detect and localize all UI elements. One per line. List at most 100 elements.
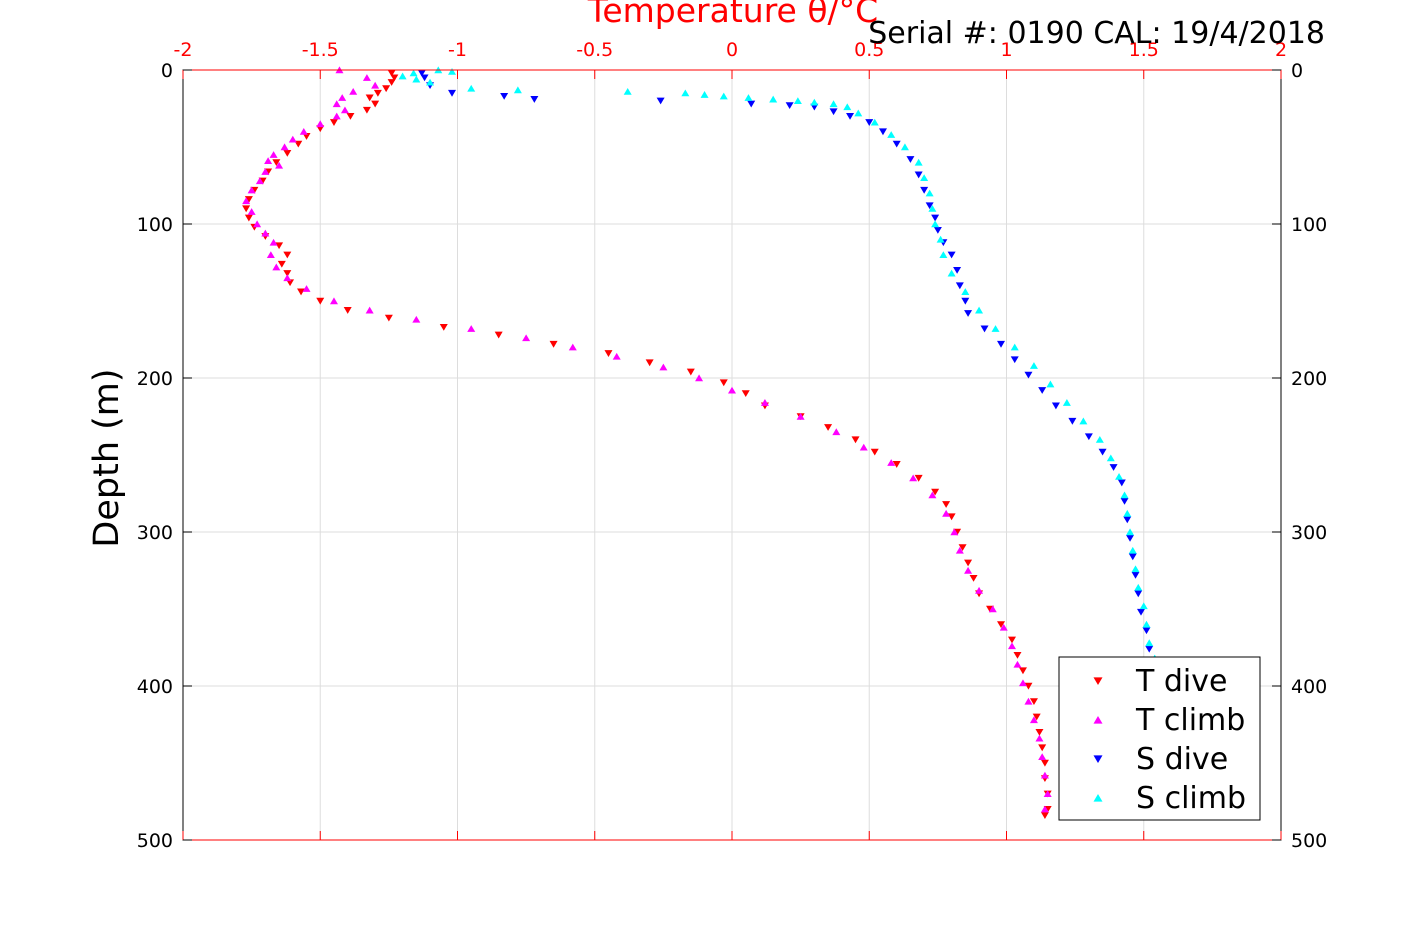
data-point — [1040, 805, 1049, 813]
data-point — [975, 306, 984, 314]
data-point — [950, 528, 959, 536]
data-point — [656, 97, 665, 105]
data-point — [928, 205, 937, 212]
data-point — [302, 285, 311, 292]
data-point — [1029, 698, 1038, 705]
data-point — [1145, 645, 1154, 653]
data-point — [261, 168, 270, 175]
data-point — [494, 331, 503, 339]
data-point — [793, 97, 802, 104]
data-point — [1038, 744, 1047, 752]
right-tick-label: 500 — [1291, 830, 1327, 852]
data-point — [700, 91, 709, 98]
data-point — [1134, 583, 1143, 591]
data-point — [955, 546, 964, 554]
data-point — [1062, 399, 1071, 406]
data-point — [1106, 454, 1115, 462]
right-tick-label: 400 — [1291, 676, 1327, 698]
data-point — [741, 390, 750, 397]
data-point — [645, 359, 654, 367]
data-point — [681, 89, 690, 97]
left-tick-label: 100 — [137, 214, 173, 236]
data-point — [1098, 448, 1107, 456]
left-tick-label: 400 — [137, 676, 173, 698]
data-point — [283, 274, 292, 282]
data-point — [1029, 362, 1038, 369]
data-point — [365, 94, 374, 102]
data-point — [242, 205, 251, 213]
series-t-climb — [242, 66, 1052, 813]
data-point — [371, 81, 380, 89]
data-point — [925, 189, 934, 197]
data-point — [991, 325, 1000, 332]
legend-marker — [1093, 715, 1103, 724]
serial-cal-label: Serial #: 0190 CAL: 19/4/2018 — [868, 16, 1325, 51]
data-point — [340, 106, 349, 114]
data-point — [275, 161, 284, 169]
data-point — [785, 102, 794, 110]
top-axis-title: Temperature θ/°C — [587, 0, 878, 30]
data-point — [843, 103, 852, 111]
data-point — [1040, 771, 1049, 779]
data-point — [269, 151, 278, 158]
data-point — [384, 314, 393, 322]
data-point — [1024, 682, 1033, 690]
data-point — [892, 461, 901, 468]
data-point — [832, 428, 841, 436]
data-point — [604, 350, 613, 357]
data-point — [349, 87, 358, 95]
data-point — [522, 334, 531, 342]
data-point — [269, 238, 278, 246]
y-axis-title: Depth (m) — [87, 368, 127, 547]
data-point — [870, 118, 879, 126]
data-point — [947, 513, 956, 521]
data-point — [744, 94, 753, 101]
data-point — [947, 251, 956, 259]
data-point — [719, 92, 728, 100]
data-point — [988, 605, 997, 613]
data-point — [1013, 660, 1022, 668]
data-point — [1128, 553, 1137, 561]
data-point — [420, 74, 429, 82]
data-point — [1126, 528, 1135, 536]
data-point — [448, 67, 457, 75]
data-point — [346, 113, 355, 120]
series-s-climb — [398, 66, 1159, 662]
data-point — [1131, 571, 1140, 579]
data-point — [412, 315, 421, 323]
left-tick-label: 300 — [137, 522, 173, 544]
data-point — [1123, 509, 1132, 517]
data-point — [1115, 472, 1124, 480]
data-point — [362, 106, 371, 114]
data-point — [914, 474, 923, 482]
data-point — [1068, 417, 1077, 425]
top-tick-label: 1.5 — [1129, 39, 1159, 61]
data-point — [500, 92, 509, 100]
data-point — [266, 251, 275, 258]
data-point — [253, 220, 262, 228]
data-point — [1128, 546, 1137, 554]
data-point — [947, 269, 956, 277]
data-point — [1029, 716, 1038, 724]
data-point — [373, 89, 382, 97]
data-point — [387, 79, 396, 86]
data-point — [659, 363, 668, 371]
data-point — [1010, 356, 1019, 364]
data-point — [316, 120, 325, 128]
data-point — [316, 297, 325, 305]
data-point — [272, 263, 281, 271]
data-point — [467, 84, 476, 92]
data-point — [1120, 491, 1129, 499]
data-point — [980, 325, 989, 333]
legend-marker — [1093, 755, 1103, 764]
data-point — [900, 143, 909, 151]
legend-label: S dive — [1136, 742, 1228, 777]
data-point — [1038, 387, 1047, 394]
data-point — [914, 158, 923, 166]
data-point — [255, 177, 264, 185]
legend: T dive T climb S dive S climb — [1058, 656, 1261, 821]
data-point — [1142, 627, 1151, 635]
data-point — [1024, 697, 1033, 705]
data-point — [277, 260, 286, 268]
